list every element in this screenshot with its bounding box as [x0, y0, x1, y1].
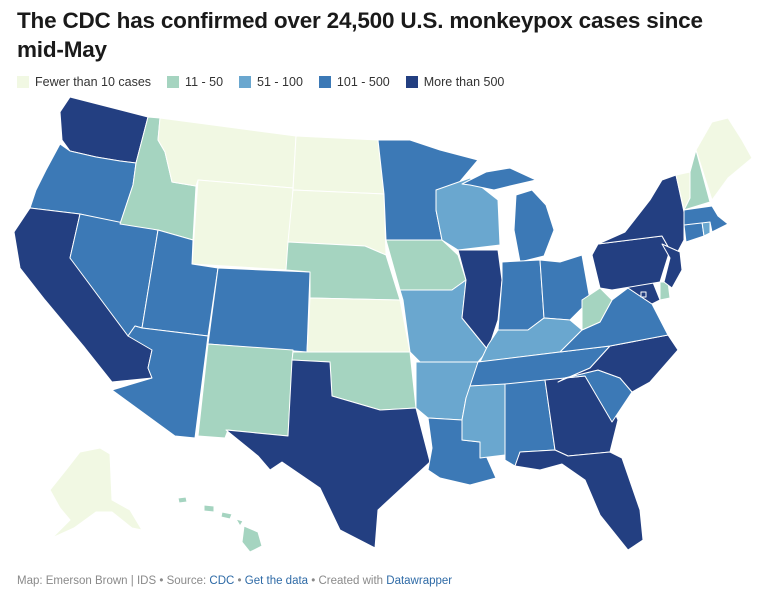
legend-swatch — [17, 76, 29, 88]
legend-label: 11 - 50 — [185, 75, 224, 89]
state-nc[interactable] — [557, 334, 679, 393]
footer: Map: Emerson Brown | IDS • Source: CDC •… — [17, 575, 452, 587]
legend-swatch — [239, 76, 252, 88]
datawrapper-link[interactable]: Datawrapper — [386, 575, 453, 587]
legend-label: More than 500 — [423, 75, 505, 89]
us-choropleth-map — [0, 96, 759, 576]
footer-credit: Map: Emerson Brown | IDS — [17, 575, 157, 587]
state-fl[interactable] — [514, 449, 644, 551]
state-mi-upper[interactable] — [461, 167, 537, 191]
footer-created-prefix: Created with — [318, 575, 384, 587]
footer-source-prefix: Source: — [166, 575, 207, 587]
get-the-data-link[interactable]: Get the data — [244, 575, 309, 587]
state-co[interactable] — [207, 267, 311, 353]
state-hi[interactable] — [177, 496, 263, 553]
state-in[interactable] — [497, 259, 545, 331]
legend-item-more-than-500: More than 500 — [405, 75, 505, 89]
legend-item-51-100: 51 - 100 — [239, 75, 303, 89]
state-mt[interactable] — [157, 117, 297, 189]
state-nj[interactable] — [661, 243, 683, 289]
legend-item-11-50: 11 - 50 — [167, 75, 223, 89]
legend-label: 101 - 500 — [336, 75, 390, 89]
state-wv[interactable] — [581, 287, 613, 331]
state-mi[interactable] — [513, 189, 555, 263]
legend-swatch — [318, 76, 331, 88]
legend-item-fewer-than-10: Fewer than 10 cases — [17, 75, 151, 89]
legend-swatch — [167, 76, 180, 88]
state-il[interactable] — [457, 249, 503, 351]
footer-separator: • — [311, 575, 316, 587]
footer-separator: • — [237, 575, 242, 587]
state-tx[interactable] — [225, 359, 431, 549]
state-me[interactable] — [695, 117, 753, 201]
state-dc[interactable] — [640, 291, 647, 298]
legend-swatch — [405, 76, 418, 88]
state-ks[interactable] — [306, 297, 411, 353]
state-ri[interactable] — [701, 221, 711, 237]
state-ak[interactable] — [49, 447, 143, 539]
state-nh[interactable] — [683, 149, 711, 211]
source-link[interactable]: CDC — [209, 575, 235, 587]
legend-item-101-500: 101 - 500 — [318, 75, 390, 89]
state-ma[interactable] — [683, 205, 729, 233]
state-nm[interactable] — [197, 343, 294, 439]
state-wy[interactable] — [191, 179, 294, 271]
legend-label: Fewer than 10 cases — [35, 75, 152, 89]
map-title: The CDC has confirmed over 24,500 U.S. m… — [17, 8, 703, 62]
state-nd[interactable] — [292, 135, 385, 195]
legend: Fewer than 10 cases 11 - 50 51 - 100 101… — [17, 73, 520, 91]
legend-label: 51 - 100 — [257, 75, 303, 89]
state-az[interactable] — [111, 325, 209, 439]
state-pa[interactable] — [591, 235, 671, 291]
footer-separator: • — [159, 575, 164, 587]
